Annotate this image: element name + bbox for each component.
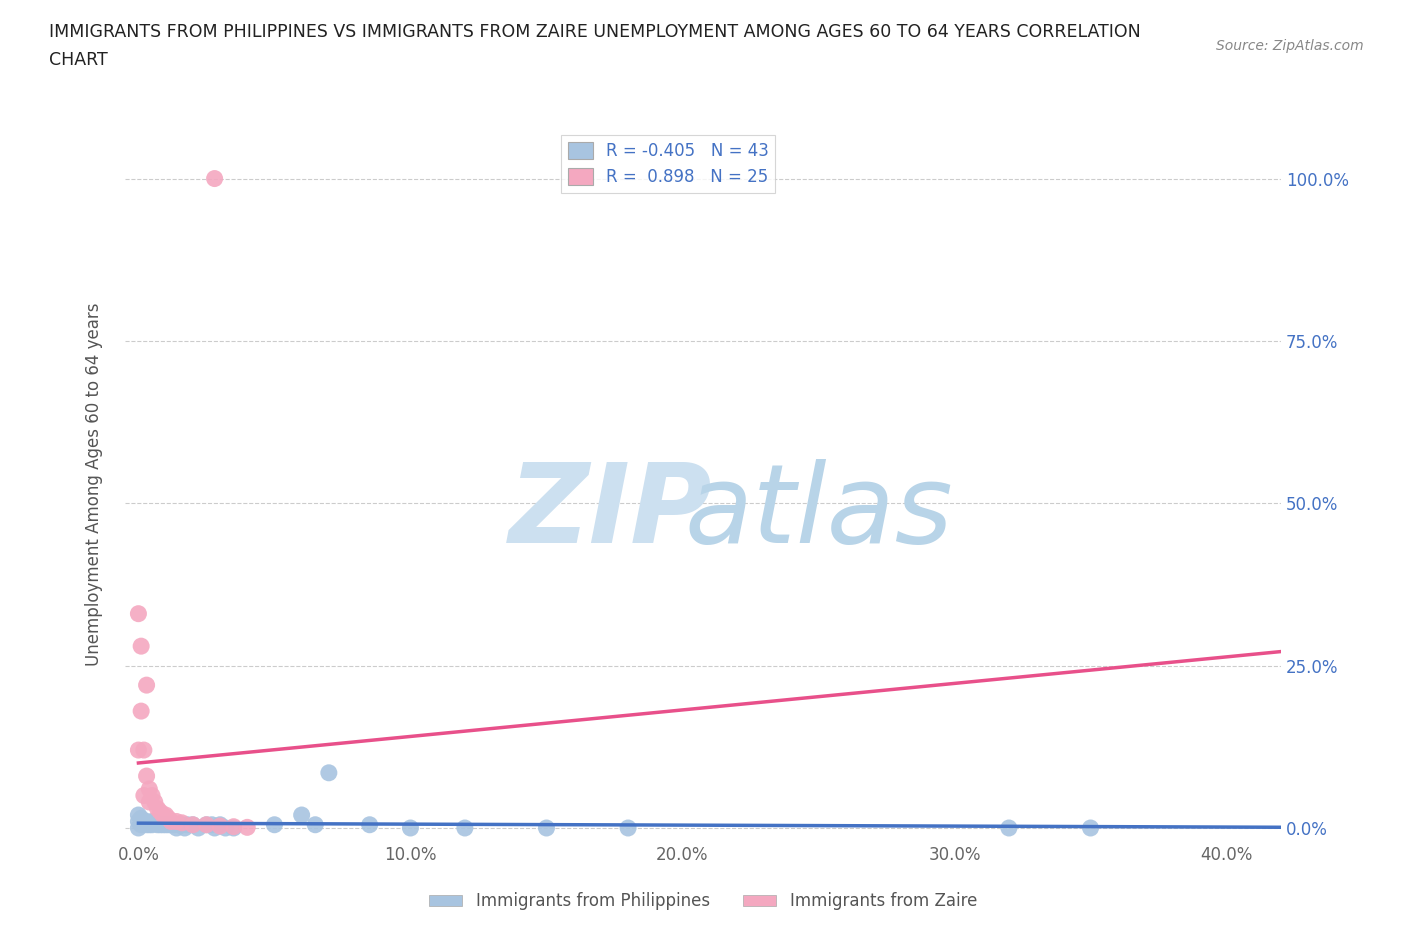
Point [129, 811, 152, 826]
Point [318, 765, 340, 780]
Point [135, 768, 157, 783]
Point [359, 817, 381, 832]
Point [149, 817, 172, 832]
Point [166, 814, 188, 829]
Point [138, 794, 160, 809]
Point [132, 743, 155, 758]
Point [181, 817, 204, 832]
Point [399, 820, 422, 835]
Point [167, 817, 190, 832]
Point [138, 781, 160, 796]
Point [127, 606, 149, 621]
Point [304, 817, 326, 832]
Point [132, 788, 155, 803]
Point [536, 820, 558, 835]
Point [129, 817, 152, 832]
Text: IMMIGRANTS FROM PHILIPPINES VS IMMIGRANTS FROM ZAIRE UNEMPLOYMENT AMONG AGES 60 : IMMIGRANTS FROM PHILIPPINES VS IMMIGRANT… [49, 23, 1140, 41]
Point [143, 794, 166, 809]
Point [138, 817, 160, 832]
Point [998, 820, 1021, 835]
Point [141, 788, 163, 803]
Point [155, 807, 177, 822]
Point [291, 807, 314, 822]
Point [135, 678, 157, 693]
Text: atlas: atlas [685, 458, 953, 565]
Point [155, 817, 177, 832]
Point [127, 820, 149, 835]
Point [176, 817, 198, 832]
Point [129, 704, 152, 719]
Point [263, 817, 285, 832]
Point [160, 814, 183, 829]
Legend: Immigrants from Philippines, Immigrants from Zaire: Immigrants from Philippines, Immigrants … [422, 885, 984, 917]
Point [222, 820, 245, 835]
Point [157, 811, 180, 826]
Point [195, 817, 218, 832]
Point [208, 817, 231, 832]
Point [195, 817, 218, 832]
Point [160, 817, 183, 832]
Point [1080, 820, 1102, 835]
Point [170, 816, 193, 830]
Point [204, 820, 226, 835]
Point [181, 817, 204, 832]
Point [201, 817, 224, 832]
Point [222, 819, 245, 834]
Point [129, 639, 152, 654]
Point [236, 820, 259, 835]
Point [173, 820, 195, 835]
Point [157, 817, 180, 832]
Text: ZIP: ZIP [509, 458, 713, 565]
Point [149, 804, 172, 819]
Point [170, 817, 193, 832]
Text: Source: ZipAtlas.com: Source: ZipAtlas.com [1216, 39, 1364, 53]
Point [135, 814, 157, 829]
Point [214, 820, 236, 835]
Point [146, 801, 169, 816]
Point [132, 816, 155, 830]
Point [152, 807, 174, 822]
Y-axis label: Unemployment Among Ages 60 to 64 years: Unemployment Among Ages 60 to 64 years [86, 302, 103, 666]
Point [204, 171, 226, 186]
Point [152, 817, 174, 832]
Point [127, 814, 149, 829]
Point [143, 816, 166, 830]
Legend: R = -0.405   N = 43, R =  0.898   N = 25: R = -0.405 N = 43, R = 0.898 N = 25 [561, 135, 776, 193]
Point [127, 807, 149, 822]
Point [187, 820, 209, 835]
Point [163, 817, 186, 832]
Point [141, 814, 163, 829]
Point [454, 820, 477, 835]
Point [141, 817, 163, 832]
Point [127, 743, 149, 758]
Point [135, 817, 157, 832]
Point [617, 820, 640, 835]
Point [146, 817, 169, 832]
Text: CHART: CHART [49, 51, 108, 69]
Point [208, 818, 231, 833]
Point [166, 820, 188, 835]
